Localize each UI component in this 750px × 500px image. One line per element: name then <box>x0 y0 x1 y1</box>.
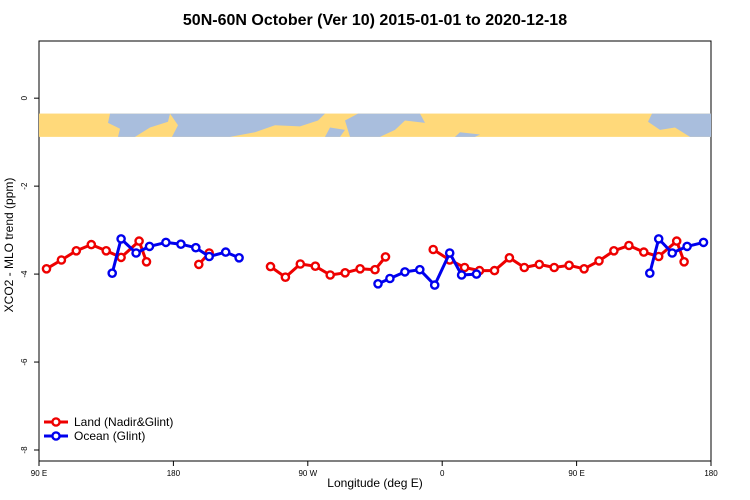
data-point-ocean <box>400 267 410 277</box>
map-ocean-atlantic <box>345 113 425 137</box>
data-point-ocean <box>161 237 171 248</box>
world-map-band <box>39 113 711 137</box>
data-point-ocean <box>667 248 678 258</box>
data-point-land <box>609 245 619 256</box>
data-point-land <box>56 255 67 265</box>
x-axis: 90 E 180 90 W 0 90 E 180 <box>31 461 718 478</box>
data-point-land <box>380 252 391 262</box>
plot-series <box>41 234 709 290</box>
data-point-land <box>579 263 589 274</box>
data-point-land <box>624 240 634 251</box>
map-ocean-inland <box>455 132 480 137</box>
data-point-ocean <box>190 242 201 253</box>
data-point-land <box>370 264 380 275</box>
y-axis: 0 -2 -4 -6 -8 <box>20 95 39 454</box>
data-point-ocean <box>385 273 395 284</box>
y-tick-label: -4 <box>20 270 29 278</box>
y-axis-label: XCO2 - MLO trend (ppm) <box>2 178 16 313</box>
data-point-ocean <box>220 247 231 257</box>
x-tick-label: 90 E <box>568 469 584 478</box>
map-ocean-pacific-west <box>108 113 170 137</box>
map-ocean-pacific-right <box>648 113 711 137</box>
data-point-ocean <box>204 251 214 262</box>
data-point-ocean <box>234 252 244 263</box>
series-line-ocean <box>110 237 240 274</box>
data-point-land <box>116 252 126 263</box>
data-point-land <box>101 245 111 256</box>
data-point-land <box>504 252 515 263</box>
x-tick-label: 90 E <box>31 469 47 478</box>
data-point-land <box>639 247 649 257</box>
data-point-ocean <box>429 280 440 290</box>
data-point-ocean <box>107 268 117 279</box>
data-point-land <box>141 256 152 267</box>
data-point-ocean <box>444 248 455 258</box>
data-point-land <box>594 256 604 266</box>
data-point-land <box>325 270 336 280</box>
data-point-land <box>679 256 689 267</box>
data-point-land <box>428 244 439 255</box>
data-point-land <box>534 259 545 270</box>
data-point-ocean <box>645 268 655 279</box>
data-point-land <box>340 267 350 278</box>
legend: Land (Nadir&Glint)Ocean (Glint) <box>44 415 173 443</box>
data-point-land <box>355 263 365 274</box>
data-point-land <box>671 236 682 246</box>
data-point-ocean <box>682 241 692 252</box>
legend-marker-ocean <box>51 431 61 441</box>
data-point-ocean <box>471 269 482 279</box>
data-point-land <box>280 272 291 283</box>
data-point-land <box>459 262 470 273</box>
x-tick-label: 90 W <box>298 469 317 478</box>
data-point-ocean <box>373 278 383 289</box>
data-point-ocean <box>116 234 126 244</box>
data-point-ocean <box>414 264 425 275</box>
data-point-land <box>564 260 574 271</box>
legend-marker-land <box>51 417 61 427</box>
data-point-ocean <box>653 234 664 244</box>
map-ocean-pacific-east <box>170 113 325 137</box>
x-tick-label: 180 <box>167 469 181 478</box>
data-point-ocean <box>176 239 186 249</box>
data-point-land <box>86 239 97 250</box>
x-tick-label: 0 <box>440 469 445 478</box>
legend-label-land: Land (Nadir&Glint) <box>74 415 173 429</box>
chart-title: 50N-60N October (Ver 10) 2015-01-01 to 2… <box>183 12 567 29</box>
data-point-land <box>193 259 204 270</box>
data-point-ocean <box>456 270 467 280</box>
plot-frame <box>38 40 712 462</box>
legend-label-ocean: Ocean (Glint) <box>74 429 145 443</box>
y-tick-label: -2 <box>20 182 29 190</box>
data-point-land <box>134 236 144 246</box>
data-point-ocean <box>131 248 141 258</box>
data-point-land <box>265 261 276 272</box>
x-tick-label: 180 <box>704 469 718 478</box>
y-tick-label: -8 <box>20 446 29 454</box>
data-point-land <box>295 259 306 269</box>
data-point-ocean <box>698 237 709 248</box>
map-ocean-hudson <box>325 127 345 137</box>
data-point-land <box>519 262 530 273</box>
x-axis-label: Longitude (deg E) <box>327 476 422 490</box>
y-tick-label: 0 <box>20 95 29 100</box>
data-point-land <box>41 263 52 274</box>
data-point-land <box>489 265 500 276</box>
data-point-ocean <box>144 241 155 252</box>
y-tick-label: -6 <box>20 358 29 366</box>
data-point-land <box>310 261 321 272</box>
data-point-land <box>549 262 560 273</box>
data-point-land <box>71 245 82 256</box>
